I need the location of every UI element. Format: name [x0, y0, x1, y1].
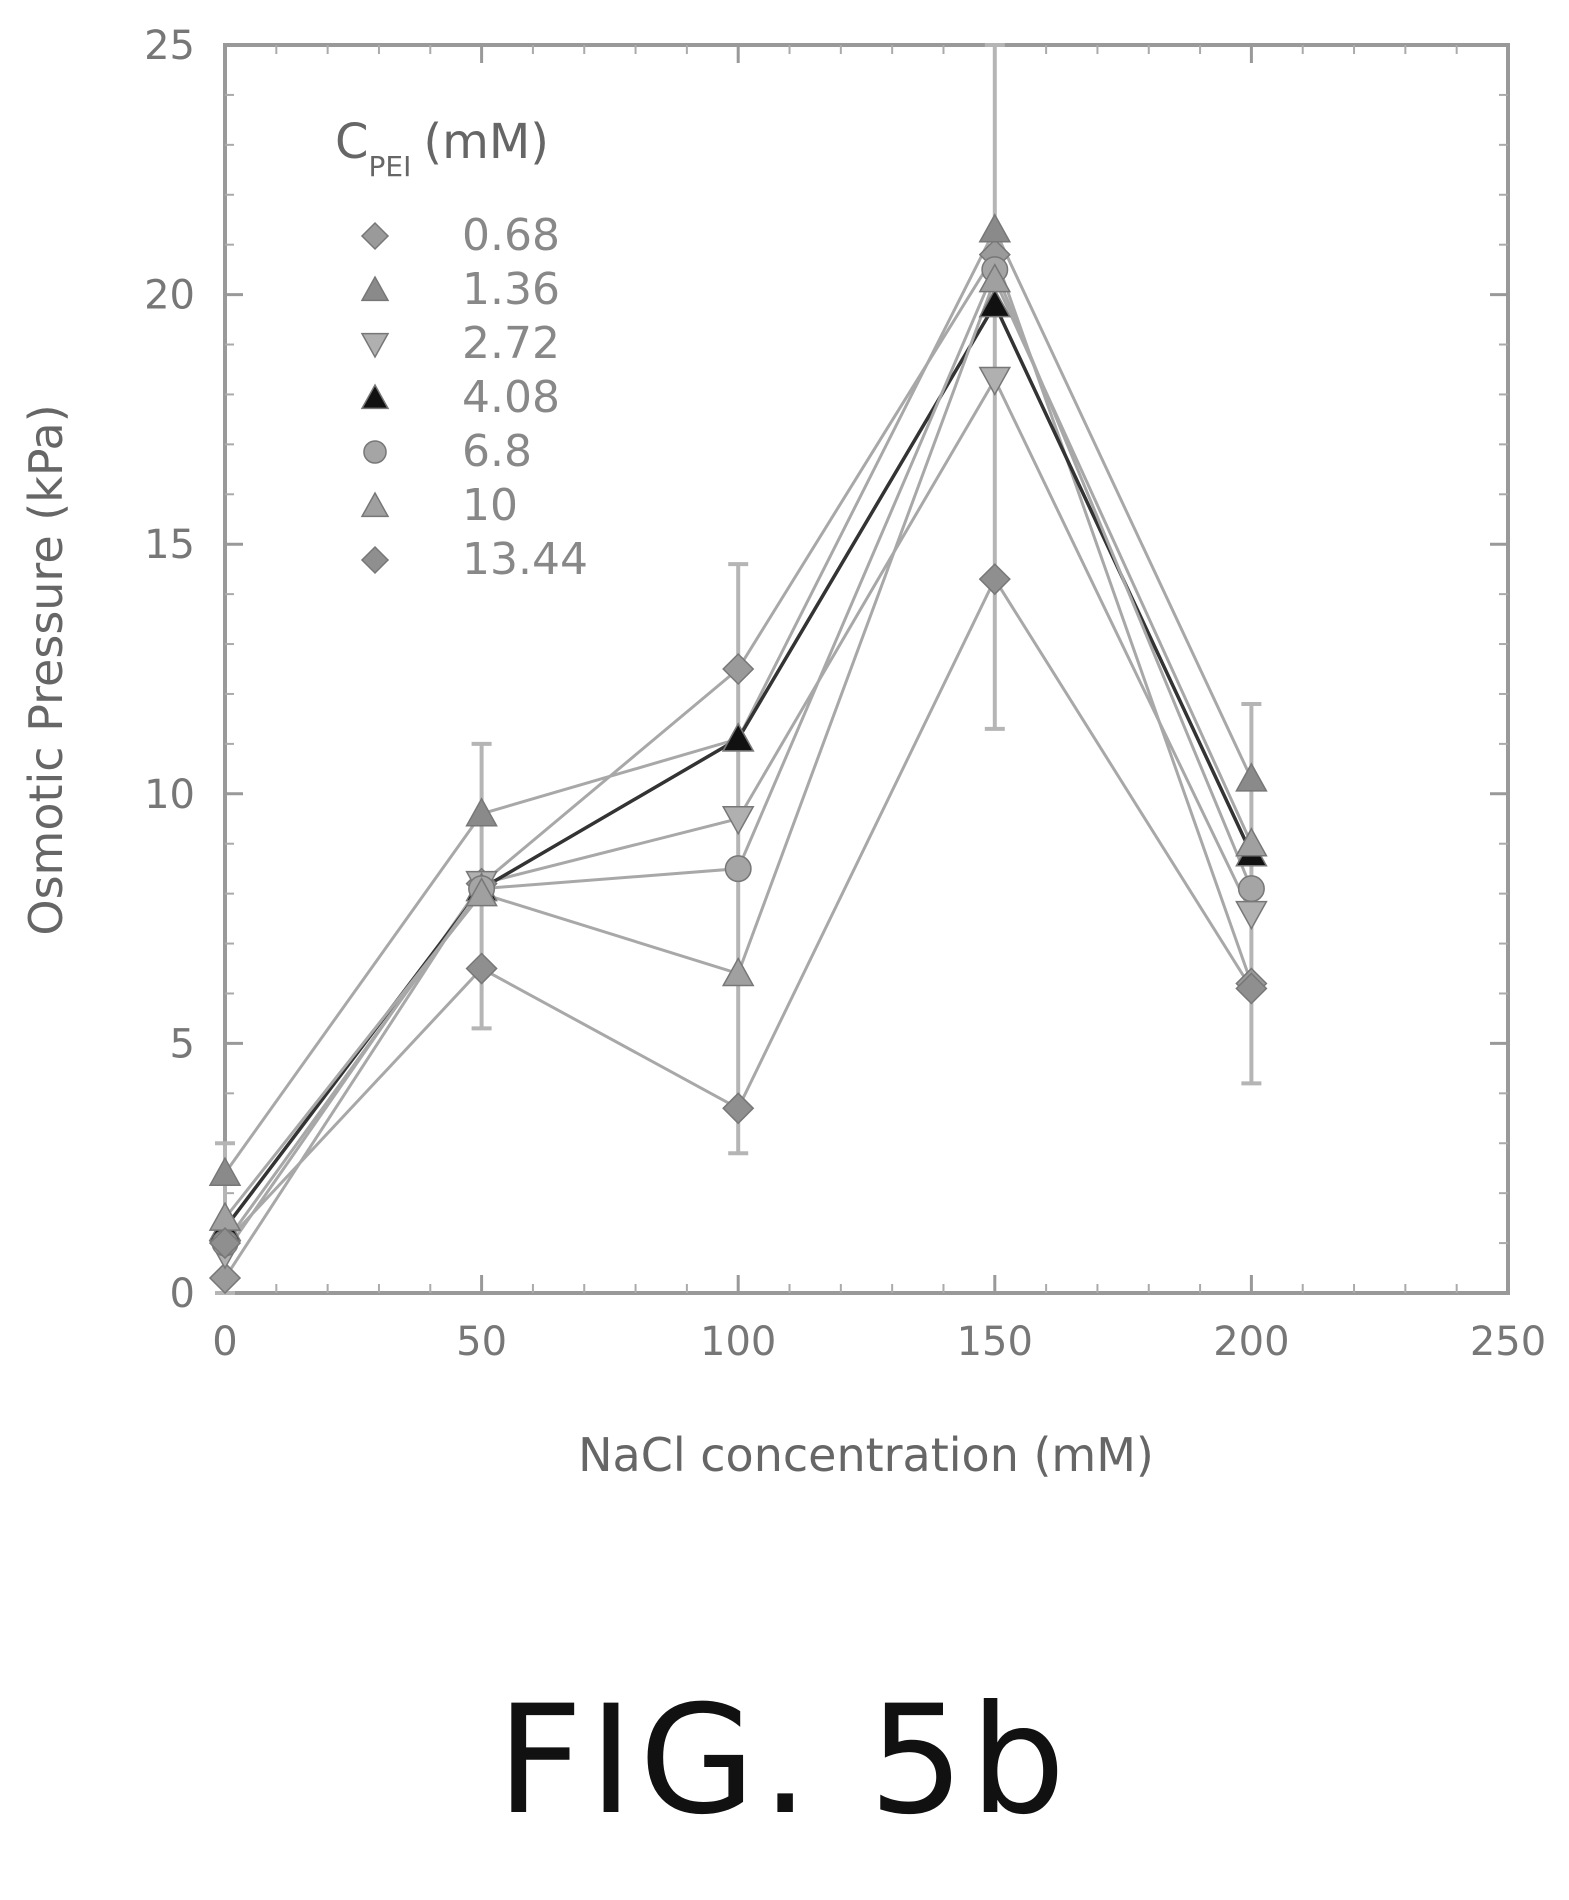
legend-label: 6.8 [462, 426, 532, 477]
series-markers [208, 213, 1268, 1295]
y-tick-label: 0 [170, 1271, 195, 1317]
y-tick-label: 25 [144, 23, 195, 69]
legend-marker [360, 221, 390, 251]
data-point [208, 1261, 242, 1295]
data-point [978, 263, 1012, 293]
x-tick-label: 200 [1213, 1319, 1289, 1365]
legend-marker [363, 440, 387, 464]
legend-marker [360, 491, 390, 518]
data-point [465, 877, 498, 907]
data-point [721, 722, 755, 752]
x-tick-label: 0 [212, 1319, 237, 1365]
figure-caption: FIG. 5b [497, 1674, 1072, 1848]
data-point [465, 797, 498, 827]
legend-title: CPEI (mM) [335, 114, 549, 183]
x-tick-label: 250 [1470, 1319, 1546, 1365]
data-point [978, 563, 1011, 596]
data-point [1235, 827, 1268, 857]
legend-label: 0.68 [462, 210, 560, 261]
y-tick-label: 5 [170, 1021, 195, 1067]
x-tick-label: 100 [700, 1319, 776, 1365]
data-point [722, 652, 755, 686]
y-tick-label: 20 [144, 273, 195, 319]
data-point [721, 956, 755, 987]
y-axis-title: Osmotic Pressure (kPa) [19, 404, 73, 935]
data-point [208, 1156, 242, 1186]
x-axis-title: NaCl concentration (mM) [578, 1428, 1154, 1482]
data-point [978, 288, 1012, 318]
data-point [978, 366, 1012, 397]
legend-title-sub: PEI [369, 150, 412, 183]
legend-title-unit: (mM) [423, 114, 549, 170]
axis-ticks [223, 43, 1510, 1295]
legend-marker [360, 545, 390, 575]
data-point [1235, 972, 1268, 1005]
y-tick-label: 10 [144, 772, 195, 818]
legend-title-main: C [335, 114, 369, 170]
legend-marker [360, 383, 390, 410]
data-point [724, 855, 752, 883]
legend-marker [360, 275, 390, 302]
legend-label: 4.08 [462, 372, 560, 423]
plot-area-frame [223, 43, 1510, 1295]
legend-label: 10 [462, 480, 518, 531]
y-tick-labels: 0 5 10 15 20 25 [144, 23, 195, 1317]
data-point [1237, 875, 1265, 903]
data-point [978, 213, 1012, 243]
x-tick-label: 50 [456, 1319, 507, 1365]
data-point [1235, 900, 1268, 931]
data-point [1235, 762, 1268, 792]
legend-marker [360, 332, 390, 359]
legend-label: 13.44 [462, 534, 588, 585]
data-point [722, 1092, 755, 1125]
y-tick-label: 15 [144, 522, 195, 568]
legend-label: 1.36 [462, 264, 560, 315]
data-point [465, 952, 498, 985]
legend-label: 2.72 [462, 318, 560, 369]
data-point [208, 1227, 242, 1260]
x-tick-labels: 0 50 100 150 200 250 [212, 1319, 1546, 1365]
data-point [721, 806, 755, 836]
x-tick-label: 150 [957, 1319, 1033, 1365]
